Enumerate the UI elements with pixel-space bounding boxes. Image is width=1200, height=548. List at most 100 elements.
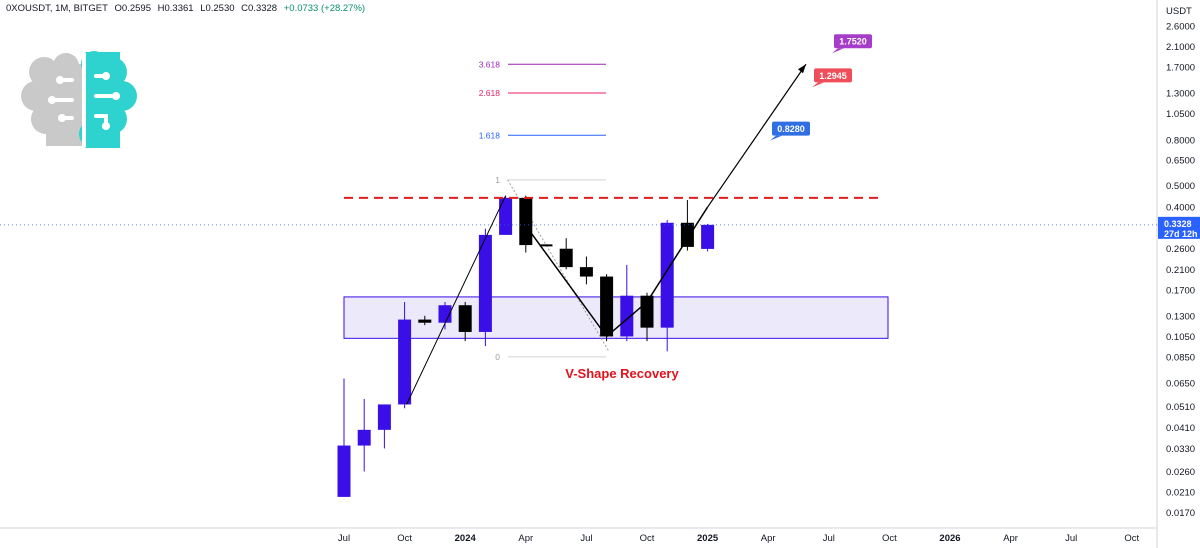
candle-body [398,319,412,405]
candle [458,301,472,342]
rally-trendline [406,195,507,405]
target-tag-label: 1.7520 [839,37,867,47]
y-tick-label: 0.2600 [1166,244,1195,255]
target-tag-box [772,121,810,136]
target-tag-box [814,68,852,83]
candle-body [418,319,432,323]
target-tag-label: 1.2945 [819,71,847,81]
price-axis: 2.6000 2.1000 1.7000 1.3000 1.0500 0.8000 0.65… [1166,21,1195,519]
candle-body [499,197,513,235]
target-tag: 1.2945 [812,68,852,88]
y-tick-label: 0.1050 [1166,332,1195,343]
candle [620,264,634,342]
low-value: L0.2530 [200,3,235,14]
candle-body [701,224,715,249]
x-tick-label: Apr [1003,533,1018,544]
target-tag-label: 0.8280 [777,124,805,134]
close-value: C0.3328 [241,3,278,14]
target-tag-box [834,34,872,49]
y-tick-label: 0.1700 [1166,285,1195,296]
y-tick-label: 0.0510 [1166,402,1195,413]
candle-body [478,234,492,332]
y-tick-label: 0.0850 [1166,352,1195,363]
candle [398,301,412,409]
candle [499,195,513,235]
candle [438,301,452,330]
candle-body [600,276,614,337]
support-zone [343,296,889,339]
candle [539,244,553,247]
y-tick-label: 0.8000 [1166,135,1195,146]
projection-arrow-line [707,63,807,208]
target-tag: 0.8280 [770,121,810,141]
brain-logo-icon [21,51,137,148]
v-shape-path [525,206,709,338]
y-tick-label: 0.0260 [1166,467,1195,478]
candle [519,195,533,253]
y-tick-label: 0.0410 [1166,423,1195,434]
y-tick-label: 1.0500 [1166,109,1195,120]
x-tick-label: Jul [580,533,592,544]
v-shape-annotation: V-Shape Recovery [565,366,679,381]
candle-body [680,222,694,247]
y-tick-label: 2.6000 [1166,21,1195,32]
x-tick-label: Apr [761,533,776,544]
x-tick-label: Jul [823,533,835,544]
high-value: H0.3361 [157,3,194,14]
candle [418,315,432,326]
target-tag-pointer [832,48,844,54]
candle-body [640,295,654,328]
fib-level-label: 2.618 [479,88,501,98]
candle-body [660,222,674,328]
fib-level-label: 0 [495,352,500,362]
y-tick-label: 0.2100 [1166,265,1195,276]
candle [559,238,573,270]
candle [680,200,694,251]
y-tick-label: 0.0330 [1166,444,1195,455]
arrow-head-icon [798,64,806,74]
y-tick-label: 0.1300 [1166,311,1195,322]
candle-body [620,295,634,337]
y-tick-label: 1.3000 [1166,89,1195,100]
y-tick-label: 1.7000 [1166,63,1195,74]
y-tick-label: 0.0210 [1166,488,1195,499]
y-tick-label: 0.0650 [1166,378,1195,389]
candle [357,399,371,472]
candle-body [438,305,452,323]
target-tag-pointer [770,135,782,141]
change-value: +0.0733 (+28.27%) [283,3,366,14]
candle-body [579,267,593,277]
fib-level-label: 1.618 [479,130,501,140]
candle-body [337,445,351,497]
x-tick-label: 2024 [455,533,477,544]
target-tag-pointer [812,82,824,88]
y-tick-label: 0.4000 [1166,203,1195,214]
candle-body [357,429,371,446]
candle [600,274,614,342]
target-tag: 1.7520 [832,34,872,54]
x-tick-label: Oct [882,533,897,544]
fib-level-label: 3.618 [479,59,501,69]
x-tick-label: Jul [1065,533,1077,544]
time-axis: Jul Oct 2024 Apr Jul Oct 2025 Apr Jul Oct 2026 Apr J… [338,533,1140,544]
x-tick-label: 2025 [697,533,719,544]
candle [579,256,593,285]
candle-body [559,248,573,268]
x-tick-label: Jul [338,533,350,544]
current-price-label: 0.3328 [1164,219,1192,229]
candle [377,404,391,449]
y-tick-label: 0.0170 [1166,508,1195,519]
current-price-countdown: 27d 12h [1164,229,1198,239]
y-tick-label: 2.1000 [1166,42,1195,53]
symbol-label: 0XOUSDT, 1M, BITGET [6,3,108,14]
x-tick-label: Oct [397,533,412,544]
candle [660,219,674,352]
current-price-box [1158,216,1200,239]
x-tick-label: 2026 [939,533,960,544]
candle-body [519,197,533,246]
fib-level-label: 1 [495,175,500,185]
y-tick-label: 0.5000 [1166,181,1195,192]
candle-body [539,244,553,247]
